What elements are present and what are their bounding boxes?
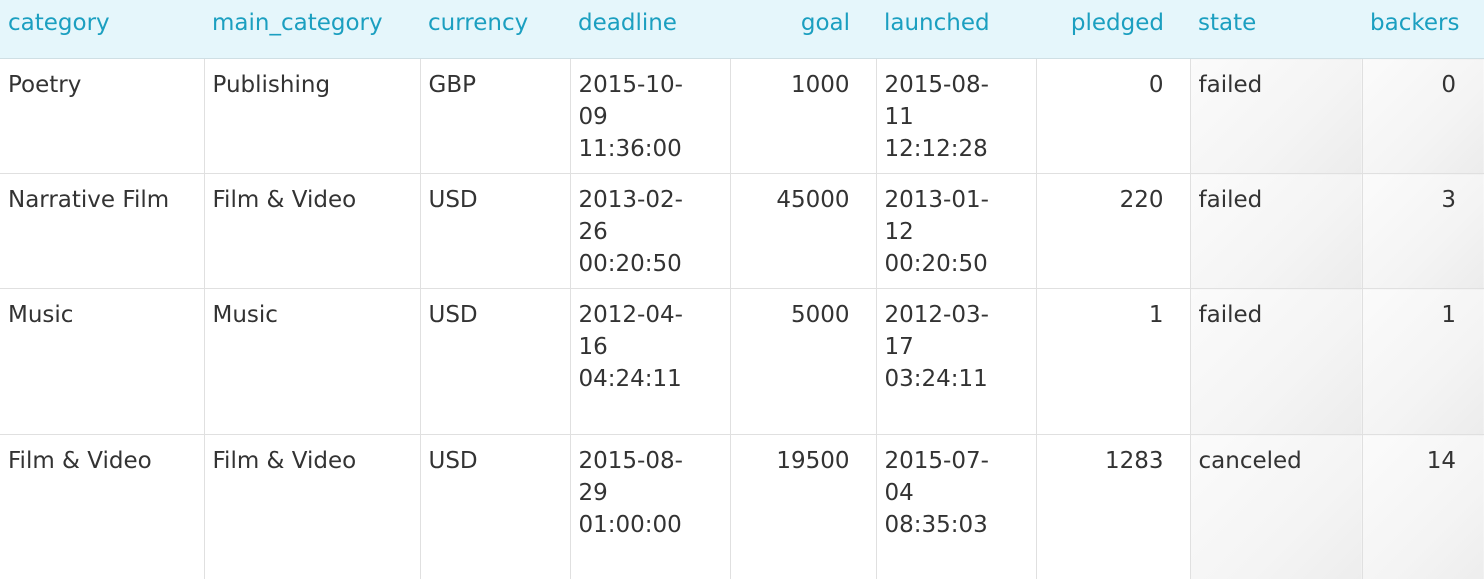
cell-deadline: 2012-04-16 04:24:11	[570, 288, 731, 435]
cell-goal: 1000	[730, 58, 877, 174]
table-row: Poetry Publishing GBP 2015-10-09 11:36:0…	[0, 58, 1484, 174]
column-header-pledged[interactable]: pledged	[1036, 0, 1190, 59]
cell-launched-text: 2015-08-11 12:12:28	[884, 72, 989, 162]
cell-state: failed	[1190, 288, 1363, 435]
cell-state: canceled	[1190, 434, 1363, 579]
cell-pledged: 1	[1036, 288, 1191, 435]
cell-main-category: Publishing	[204, 58, 421, 174]
cell-launched-text: 2013-01-12 00:20:50	[884, 187, 989, 277]
cell-goal: 45000	[730, 173, 877, 289]
cell-deadline-text: 2015-10-09 11:36:00	[578, 72, 683, 162]
column-header-currency[interactable]: currency	[420, 0, 570, 59]
cell-goal: 5000	[730, 288, 877, 435]
column-header-category[interactable]: category	[0, 0, 204, 59]
cell-state: failed	[1190, 173, 1363, 289]
column-header-state[interactable]: state	[1190, 0, 1362, 59]
cell-currency: USD	[420, 173, 571, 289]
cell-currency: USD	[420, 288, 571, 435]
cell-currency: USD	[420, 434, 571, 579]
table-header: category main_category currency deadline…	[0, 0, 1484, 59]
cell-launched: 2013-01-12 00:20:50	[876, 173, 1037, 289]
table-body: Poetry Publishing GBP 2015-10-09 11:36:0…	[0, 58, 1484, 579]
cell-launched-text: 2012-03-17 03:24:11	[884, 302, 989, 392]
cell-backers: 1	[1362, 288, 1484, 435]
cell-deadline: 2015-08-29 01:00:00	[570, 434, 731, 579]
cell-currency: GBP	[420, 58, 571, 174]
cell-category: Poetry	[0, 58, 205, 174]
cell-pledged: 220	[1036, 173, 1191, 289]
cell-backers: 14	[1362, 434, 1484, 579]
cell-category: Music	[0, 288, 205, 435]
cell-launched-text: 2015-07-04 08:35:03	[884, 448, 989, 538]
table-row: Narrative Film Film & Video USD 2013-02-…	[0, 173, 1484, 289]
cell-main-category: Film & Video	[204, 434, 421, 579]
cell-deadline: 2015-10-09 11:36:00	[570, 58, 731, 174]
column-header-deadline[interactable]: deadline	[570, 0, 730, 59]
table-row: Film & Video Film & Video USD 2015-08-29…	[0, 434, 1484, 579]
cell-pledged: 1283	[1036, 434, 1191, 579]
header-row: category main_category currency deadline…	[0, 0, 1484, 59]
cell-category: Narrative Film	[0, 173, 205, 289]
cell-deadline: 2013-02-26 00:20:50	[570, 173, 731, 289]
cell-goal: 19500	[730, 434, 877, 579]
cell-launched: 2015-07-04 08:35:03	[876, 434, 1037, 579]
column-header-main-category[interactable]: main_category	[204, 0, 420, 59]
cell-deadline-text: 2013-02-26 00:20:50	[578, 187, 683, 277]
cell-deadline-text: 2015-08-29 01:00:00	[578, 448, 683, 538]
cell-launched: 2012-03-17 03:24:11	[876, 288, 1037, 435]
column-header-goal[interactable]: goal	[730, 0, 876, 59]
column-header-backers[interactable]: backers	[1362, 0, 1484, 59]
cell-backers: 3	[1362, 173, 1484, 289]
cell-deadline-text: 2012-04-16 04:24:11	[578, 302, 683, 392]
cell-state: failed	[1190, 58, 1363, 174]
cell-pledged: 0	[1036, 58, 1191, 174]
column-header-launched[interactable]: launched	[876, 0, 1036, 59]
cell-launched: 2015-08-11 12:12:28	[876, 58, 1037, 174]
cell-main-category: Music	[204, 288, 421, 435]
cell-main-category: Film & Video	[204, 173, 421, 289]
cell-backers: 0	[1362, 58, 1484, 174]
table-row: Music Music USD 2012-04-16 04:24:11 5000…	[0, 288, 1484, 435]
cell-category: Film & Video	[0, 434, 205, 579]
